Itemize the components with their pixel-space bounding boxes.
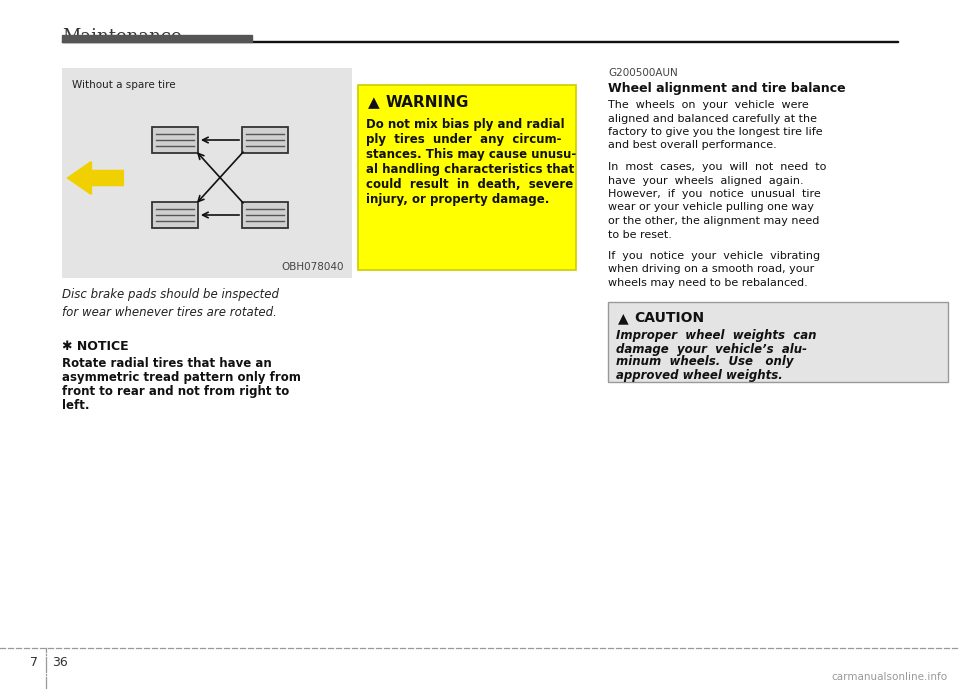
Text: wheels may need to be rebalanced.: wheels may need to be rebalanced. xyxy=(608,278,807,288)
Text: left.: left. xyxy=(62,399,89,412)
Text: minum  wheels.  Use   only: minum wheels. Use only xyxy=(616,356,794,369)
Text: 36: 36 xyxy=(52,656,68,669)
FancyArrow shape xyxy=(68,162,123,194)
Text: 7: 7 xyxy=(30,656,38,669)
Text: approved wheel weights.: approved wheel weights. xyxy=(616,369,782,382)
Text: Improper  wheel  weights  can: Improper wheel weights can xyxy=(616,329,817,342)
Bar xyxy=(358,85,576,270)
Bar xyxy=(62,41,898,42)
Text: carmanualsonline.info: carmanualsonline.info xyxy=(832,672,948,682)
Text: al handling characteristics that: al handling characteristics that xyxy=(366,163,574,176)
Text: Rotate radial tires that have an: Rotate radial tires that have an xyxy=(62,357,272,370)
Text: asymmetric tread pattern only from: asymmetric tread pattern only from xyxy=(62,371,300,384)
Text: and best overall performance.: and best overall performance. xyxy=(608,141,777,150)
Text: Disc brake pads should be inspected
for wear whenever tires are rotated.: Disc brake pads should be inspected for … xyxy=(62,288,279,319)
Bar xyxy=(62,35,252,42)
Text: ▲: ▲ xyxy=(368,95,380,110)
Bar xyxy=(152,127,198,153)
Text: The  wheels  on  your  vehicle  were: The wheels on your vehicle were xyxy=(608,100,808,110)
Text: CAUTION: CAUTION xyxy=(634,311,704,325)
Text: have  your  wheels  aligned  again.: have your wheels aligned again. xyxy=(608,176,804,185)
Text: If  you  notice  your  vehicle  vibrating: If you notice your vehicle vibrating xyxy=(608,251,820,261)
Bar xyxy=(62,68,352,278)
Text: injury, or property damage.: injury, or property damage. xyxy=(366,193,549,206)
Text: when driving on a smooth road, your: when driving on a smooth road, your xyxy=(608,265,814,274)
Text: aligned and balanced carefully at the: aligned and balanced carefully at the xyxy=(608,114,817,123)
Text: damage  your  vehicle’s  alu-: damage your vehicle’s alu- xyxy=(616,342,807,356)
Text: ✱ NOTICE: ✱ NOTICE xyxy=(62,340,129,353)
Text: ▲: ▲ xyxy=(618,311,629,325)
Bar xyxy=(242,127,288,153)
Text: However,  if  you  notice  unusual  tire: However, if you notice unusual tire xyxy=(608,189,821,199)
Text: could  result  in  death,  severe: could result in death, severe xyxy=(366,178,573,191)
Text: Wheel alignment and tire balance: Wheel alignment and tire balance xyxy=(608,82,846,95)
Text: front to rear and not from right to: front to rear and not from right to xyxy=(62,385,289,398)
Text: Do not mix bias ply and radial: Do not mix bias ply and radial xyxy=(366,118,564,131)
Text: wear or your vehicle pulling one way: wear or your vehicle pulling one way xyxy=(608,203,814,212)
Text: OBH078040: OBH078040 xyxy=(281,262,344,272)
Text: or the other, the alignment may need: or the other, the alignment may need xyxy=(608,216,820,226)
Text: In  most  cases,  you  will  not  need  to: In most cases, you will not need to xyxy=(608,162,827,172)
Text: G200500AUN: G200500AUN xyxy=(608,68,678,78)
Text: Without a spare tire: Without a spare tire xyxy=(72,80,176,90)
Text: ply  tires  under  any  circum-: ply tires under any circum- xyxy=(366,133,562,146)
Bar xyxy=(152,202,198,228)
Text: stances. This may cause unusu-: stances. This may cause unusu- xyxy=(366,148,576,161)
Text: to be reset.: to be reset. xyxy=(608,229,672,240)
Text: Maintenance: Maintenance xyxy=(62,28,181,46)
Text: factory to give you the longest tire life: factory to give you the longest tire lif… xyxy=(608,127,823,137)
Text: WARNING: WARNING xyxy=(386,95,469,110)
Bar xyxy=(608,302,948,382)
Bar xyxy=(242,202,288,228)
